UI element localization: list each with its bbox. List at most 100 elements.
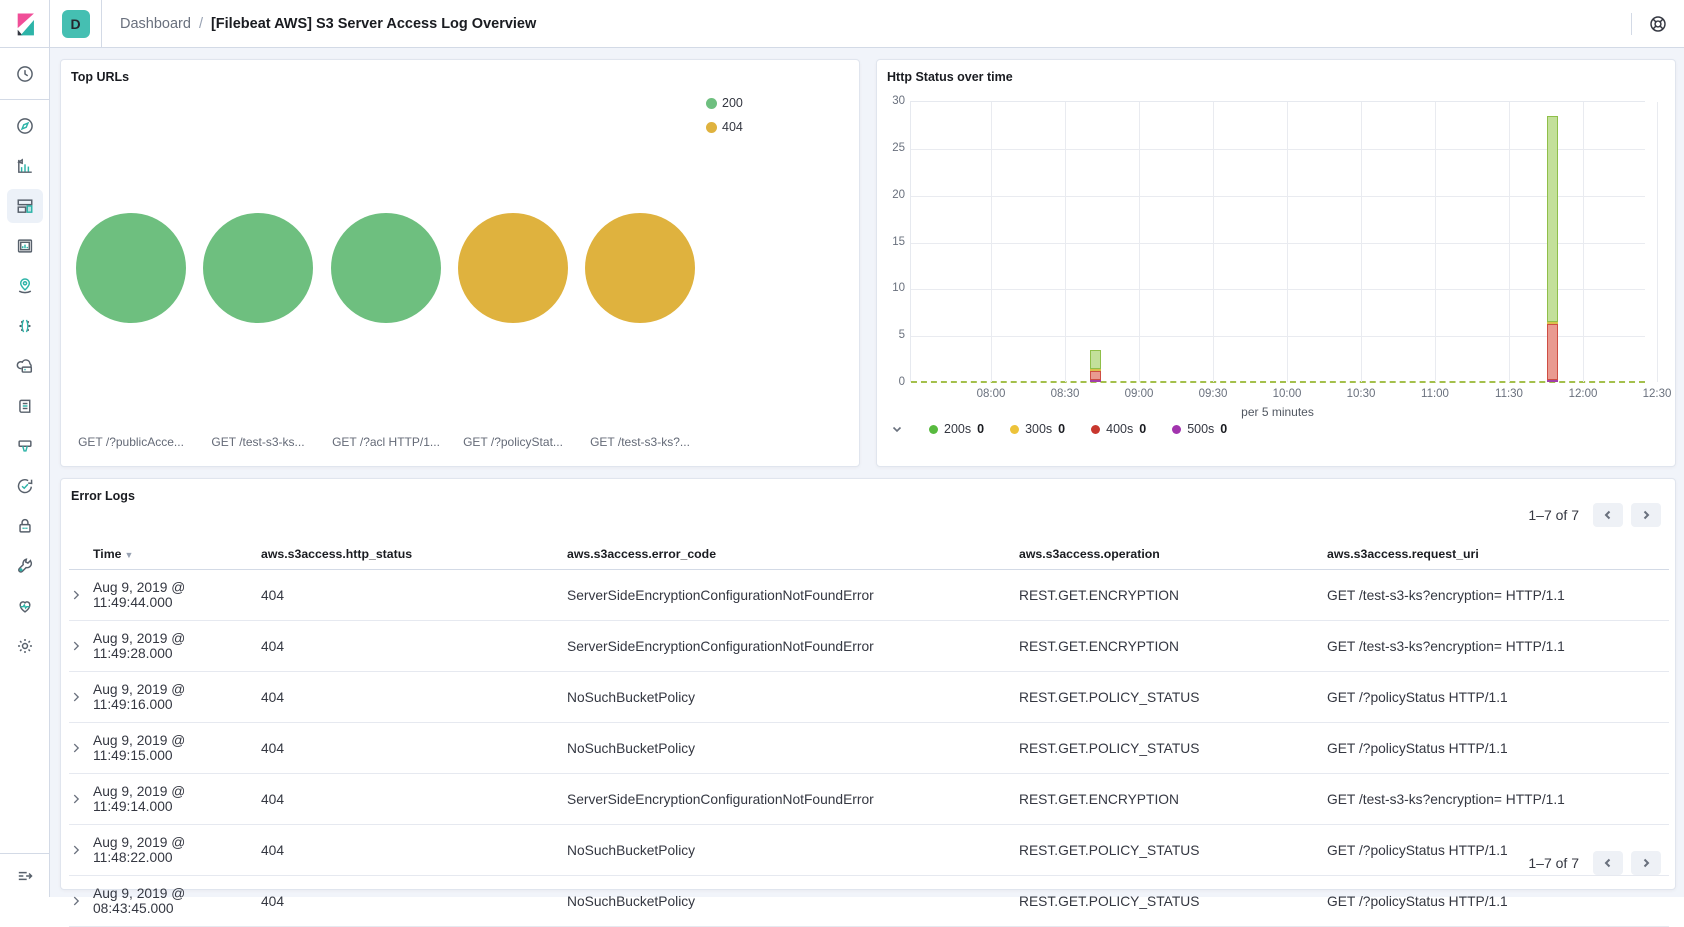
cell-request-uri: GET /?policyStatus HTTP/1.1 xyxy=(1327,875,1669,927)
table-row: Aug 9, 2019 @ 11:49:15.000 404 NoSuchBuc… xyxy=(69,722,1669,774)
sidebar-item-recently-viewed[interactable] xyxy=(7,54,43,94)
sidebar-item-uptime[interactable] xyxy=(7,466,43,506)
bar-segment-400s[interactable] xyxy=(1546,323,1558,380)
cell-time: Aug 9, 2019 @ 08:43:45.000 xyxy=(93,875,261,927)
http-status-legend: 200s 0 300s 0 400s 0 500s 0 xyxy=(891,422,1227,436)
chevron-right-icon xyxy=(73,794,80,804)
bubble-label: GET /test-s3-ks... xyxy=(211,435,305,449)
space-avatar[interactable]: D xyxy=(61,9,90,38)
cloud-icon xyxy=(16,359,32,373)
legend-item-400s[interactable]: 400s 0 xyxy=(1091,422,1146,436)
bubble-label: GET /?policyStat... xyxy=(463,435,563,449)
cell-http-status: 404 xyxy=(261,620,567,672)
chevron-left-icon xyxy=(1604,858,1611,868)
column-header-request-uri: aws.s3access.request_uri xyxy=(1327,541,1669,570)
table-row: Aug 9, 2019 @ 11:49:16.000 404 NoSuchBuc… xyxy=(69,671,1669,723)
sidebar-item-dev-tools[interactable] xyxy=(7,546,43,586)
expand-row-button[interactable] xyxy=(69,843,83,857)
expand-row-button[interactable] xyxy=(69,588,83,602)
chevron-right-icon xyxy=(1643,510,1650,520)
bar-segment-200s[interactable] xyxy=(1090,349,1102,369)
url-bubble-200[interactable] xyxy=(331,213,441,323)
y-axis-tick-label: 15 xyxy=(892,235,905,248)
url-bubble-200[interactable] xyxy=(76,213,186,323)
bar-segment-200s[interactable] xyxy=(1546,115,1558,322)
sidebar-item-metrics[interactable] xyxy=(7,346,43,386)
prev-page-button[interactable] xyxy=(1593,851,1623,875)
table-header-row: Time ▼ aws.s3access.http_status aws.s3acc… xyxy=(69,541,1669,570)
sidebar-item-visualize[interactable] xyxy=(7,146,43,186)
scroll-icon xyxy=(18,399,30,413)
y-axis-tick-label: 25 xyxy=(892,141,905,154)
sidebar-item-siem[interactable] xyxy=(7,506,43,546)
bar-segment-300s[interactable] xyxy=(1090,368,1102,371)
bar-segment-500s[interactable] xyxy=(1546,380,1558,382)
help-button[interactable] xyxy=(1632,15,1684,33)
legend-label-500s: 500s xyxy=(1187,422,1215,436)
expand-row-button[interactable] xyxy=(69,894,83,908)
legend-item-500s[interactable]: 500s 0 xyxy=(1172,422,1227,436)
breadcrumb-dashboard-link[interactable]: Dashboard xyxy=(120,15,191,32)
expand-row-button[interactable] xyxy=(69,639,83,653)
table-row: Aug 9, 2019 @ 11:49:44.000 404 ServerSid… xyxy=(69,569,1669,621)
gridline-vertical xyxy=(1361,102,1362,382)
wrench-icon xyxy=(17,558,32,573)
page-title: [Filebeat AWS] S3 Server Access Log Over… xyxy=(210,15,537,32)
cell-operation: REST.GET.ENCRYPTION xyxy=(1019,773,1327,825)
bubble-label: GET /test-s3-ks?... xyxy=(590,435,690,449)
cell-operation: REST.GET.POLICY_STATUS xyxy=(1019,722,1327,774)
cell-request-uri: GET /test-s3-ks?encryption= HTTP/1.1 xyxy=(1327,773,1669,825)
x-axis-tick-label: 10:00 xyxy=(1272,388,1302,400)
sidebar-item-management[interactable] xyxy=(7,626,43,666)
expand-row-button[interactable] xyxy=(69,690,83,704)
x-axis-tick-label: 10:30 xyxy=(1346,388,1376,400)
expand-row-button[interactable] xyxy=(69,792,83,806)
kibana-logo[interactable] xyxy=(0,0,50,47)
legend-dot-500s xyxy=(1172,424,1182,434)
url-bubble-200[interactable] xyxy=(203,213,313,323)
legend-item-404[interactable]: 404 xyxy=(706,120,743,134)
expand-menu-icon xyxy=(18,871,33,880)
legend-value-300s: 0 xyxy=(1058,422,1066,436)
sidebar-collapse-button[interactable] xyxy=(0,853,49,897)
url-bubble-404[interactable] xyxy=(585,213,695,323)
next-page-button[interactable] xyxy=(1631,851,1661,875)
sidebar-item-discover[interactable] xyxy=(7,106,43,146)
sidebar-item-canvas[interactable] xyxy=(7,226,43,266)
next-page-button[interactable] xyxy=(1631,503,1661,527)
uptime-check-icon xyxy=(17,479,32,494)
legend-label-400s: 400s xyxy=(1106,422,1134,436)
column-header-time[interactable]: Time ▼ xyxy=(93,541,261,570)
chevron-right-icon xyxy=(73,743,80,753)
x-axis-title: per 5 minutes xyxy=(1241,405,1314,419)
gear-icon xyxy=(17,639,32,653)
lock-icon xyxy=(18,518,31,533)
gridline-vertical xyxy=(1287,102,1288,382)
y-axis-tick-label: 30 xyxy=(892,95,905,107)
cell-error-code: NoSuchBucketPolicy xyxy=(567,671,1019,723)
sidebar-item-machine-learning[interactable] xyxy=(7,306,43,346)
sidebar-item-dashboard[interactable] xyxy=(6,189,43,223)
gridline-vertical xyxy=(991,102,992,382)
legend-item-300s[interactable]: 300s 0 xyxy=(1010,422,1065,436)
sidebar-item-stack-monitoring[interactable] xyxy=(7,586,43,626)
bubble-label: GET /?publicAcce... xyxy=(78,435,184,449)
bar-segment-400s[interactable] xyxy=(1090,370,1102,380)
gridline-vertical xyxy=(1213,102,1214,382)
cell-operation: REST.GET.ENCRYPTION xyxy=(1019,620,1327,672)
legend-item-200s[interactable]: 200s 0 xyxy=(929,422,984,436)
expand-row-button[interactable] xyxy=(69,741,83,755)
chevron-right-icon xyxy=(73,590,80,600)
heartbeat-icon xyxy=(19,601,30,613)
legend-collapse-button[interactable] xyxy=(891,423,903,435)
bar-segment-500s[interactable] xyxy=(1090,380,1102,382)
legend-item-200[interactable]: 200 xyxy=(706,96,743,110)
sidebar-item-maps[interactable] xyxy=(7,266,43,306)
cell-time: Aug 9, 2019 @ 11:48:22.000 xyxy=(93,824,261,876)
sidebar-item-apm[interactable] xyxy=(7,426,43,466)
cell-time: Aug 9, 2019 @ 11:49:28.000 xyxy=(93,620,261,672)
prev-page-button[interactable] xyxy=(1593,503,1623,527)
bar-segment-300s[interactable] xyxy=(1546,321,1558,324)
url-bubble-404[interactable] xyxy=(458,213,568,323)
sidebar-item-logs[interactable] xyxy=(7,386,43,426)
